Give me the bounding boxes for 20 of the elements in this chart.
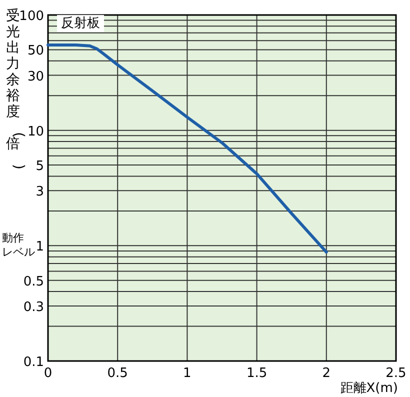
y-tick-label: 30 — [27, 69, 44, 84]
line-series — [46, 43, 328, 254]
y-tick-label: 0.1 — [23, 355, 44, 370]
y-tick-label: 10 — [27, 124, 44, 140]
y-tick-label: 5 — [36, 159, 44, 174]
x-tick-label: 0.5 — [107, 366, 128, 381]
text: 動作レベル — [2, 232, 35, 259]
x-tick-label: 1 — [183, 366, 192, 381]
x-tick-label: 2 — [322, 366, 331, 381]
y-tick-label: 0.5 — [23, 274, 44, 290]
y-tick-label: 0.3 — [23, 300, 44, 315]
y-tick-label: 1 — [36, 240, 44, 255]
x-tick-label: 1.5 — [246, 366, 268, 381]
x-tick-label: 0 — [44, 366, 52, 381]
y-tick-label: 3 — [36, 184, 44, 200]
y-tick-label: 100 — [19, 9, 44, 24]
annotation: 反射板 — [61, 16, 100, 31]
x-tick-label: 2.5 — [386, 366, 406, 381]
y-tick-label: 50 — [27, 44, 44, 59]
x-axis-title: 距離X(m) — [340, 381, 398, 396]
